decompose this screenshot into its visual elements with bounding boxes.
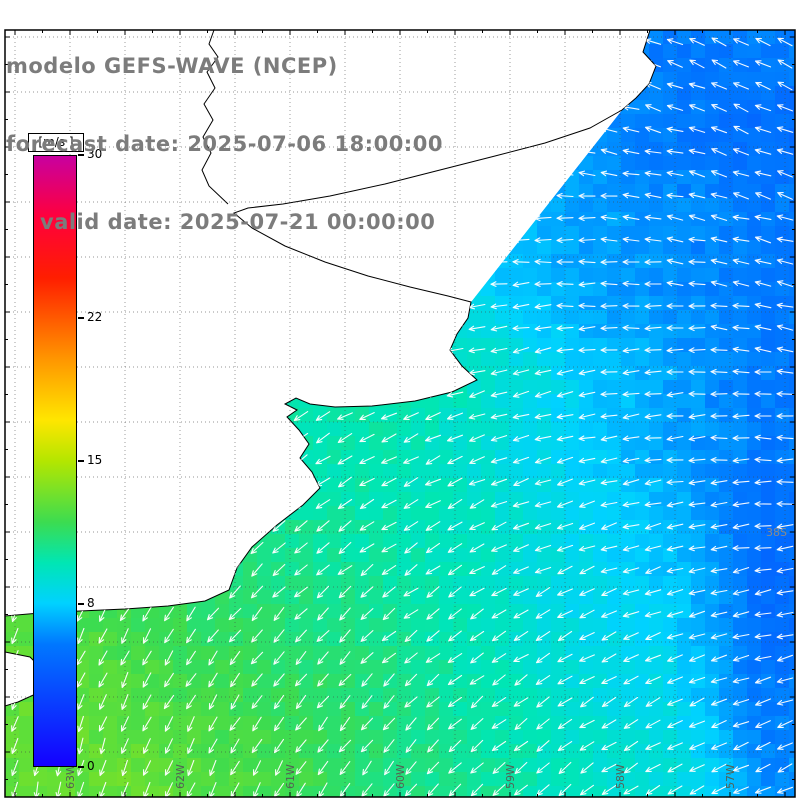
title-block: modelo GEFS-WAVE (NCEP) forecast date: 2…	[6, 1, 443, 287]
colorbar-tick-label: 0	[87, 759, 95, 773]
lon-label: 61W	[284, 764, 297, 789]
colorbar-units-label: [m/s ]	[28, 133, 84, 152]
lon-label: 57W	[724, 764, 737, 789]
lon-label: 63W	[64, 764, 77, 789]
lat-label: 38S	[766, 526, 787, 539]
lon-label: 58W	[614, 764, 627, 789]
valid-date: valid date: 2025-07-21 00:00:00	[40, 210, 436, 234]
colorbar-tick	[78, 602, 84, 605]
colorbar-tick-label: 8	[87, 595, 95, 610]
lon-label: 60W	[394, 764, 407, 789]
forecast-date: forecast date: 2025-07-06 18:00:00	[6, 132, 443, 156]
colorbar-tick	[78, 317, 84, 320]
river-line	[201, 29, 229, 205]
model-title: modelo GEFS-WAVE (NCEP)	[6, 54, 338, 78]
map-frame	[4, 29, 796, 798]
colorbar-tick	[78, 154, 84, 156]
colorbar-gradient	[33, 155, 77, 767]
colorbar-tick	[78, 460, 84, 462]
colorbar-tick-label: 22	[87, 310, 103, 325]
colorbar: [m/s ] 30 22 15 8 0	[28, 133, 118, 783]
lon-label: 62W	[174, 764, 187, 789]
colorbar-tick-label: 15	[87, 453, 103, 467]
estuary-area	[234, 110, 622, 302]
colorbar-tick-label: 30	[87, 147, 103, 161]
colorbar-tick	[78, 766, 84, 768]
lon-label: 59W	[504, 764, 517, 789]
